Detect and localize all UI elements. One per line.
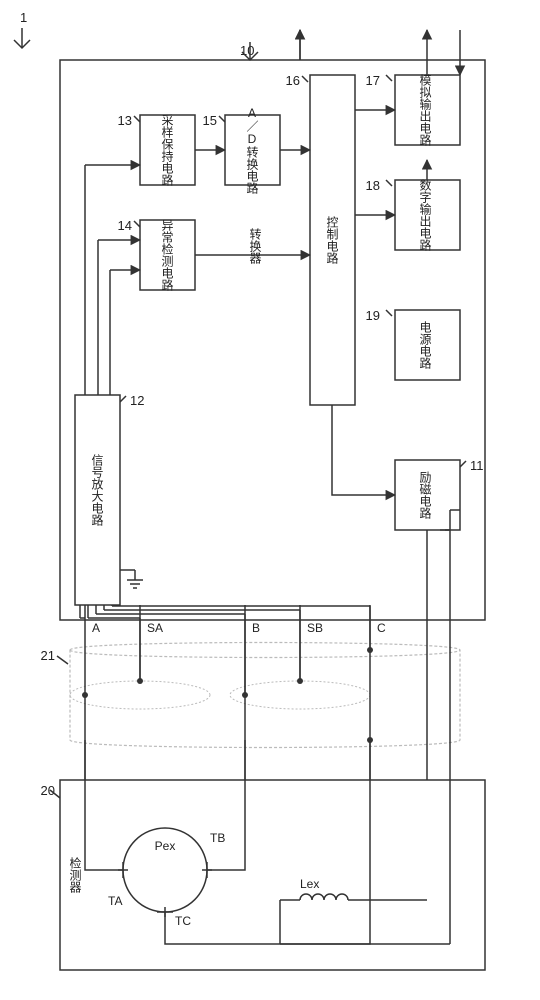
transmitter-title: 转换器	[248, 227, 262, 265]
block-13-ref: 13	[118, 113, 132, 128]
block-19-label: 电源电路	[418, 321, 432, 370]
ta-label: TA	[108, 894, 122, 908]
tb-label: TB	[210, 831, 225, 845]
cable-shield	[70, 643, 460, 748]
sig-sb: SB	[307, 621, 323, 635]
block-14-label: 异常检测电路	[160, 219, 174, 292]
block-19-ref: 19	[366, 308, 380, 323]
block-13-label: 采样保持电路	[160, 114, 174, 187]
cable-ref: 21	[41, 648, 55, 663]
block-16-ref: 16	[286, 73, 300, 88]
sig-sa: SA	[147, 621, 163, 635]
detector-title: 检测器	[68, 856, 82, 894]
transmitter-ref: 10	[240, 43, 254, 58]
block-11-label: 励磁电路	[418, 471, 432, 520]
sig-b: B	[252, 621, 260, 635]
block-15-label: A／D转换电路	[245, 106, 259, 195]
lex-label: Lex	[300, 877, 319, 891]
block-11-ref: 11	[470, 458, 484, 473]
pex-label: Pex	[155, 839, 176, 853]
tc-label: TC	[175, 914, 191, 928]
block-18-ref: 18	[366, 178, 380, 193]
block-18-label: 数字输出电路	[418, 178, 432, 252]
ref-overall: 1	[20, 10, 27, 25]
block-12-ref: 12	[130, 393, 144, 408]
sig-c: C	[377, 621, 386, 635]
block-17-ref: 17	[366, 73, 380, 88]
block-17-label: 模拟输出电路	[418, 74, 432, 147]
block-12-label: 信号放大电路	[90, 454, 104, 527]
sig-a: A	[92, 621, 100, 635]
block-14-ref: 14	[118, 218, 132, 233]
block-16-label: 控制电路	[325, 216, 339, 265]
detector-ref: 20	[41, 783, 55, 798]
block-15-ref: 15	[203, 113, 217, 128]
